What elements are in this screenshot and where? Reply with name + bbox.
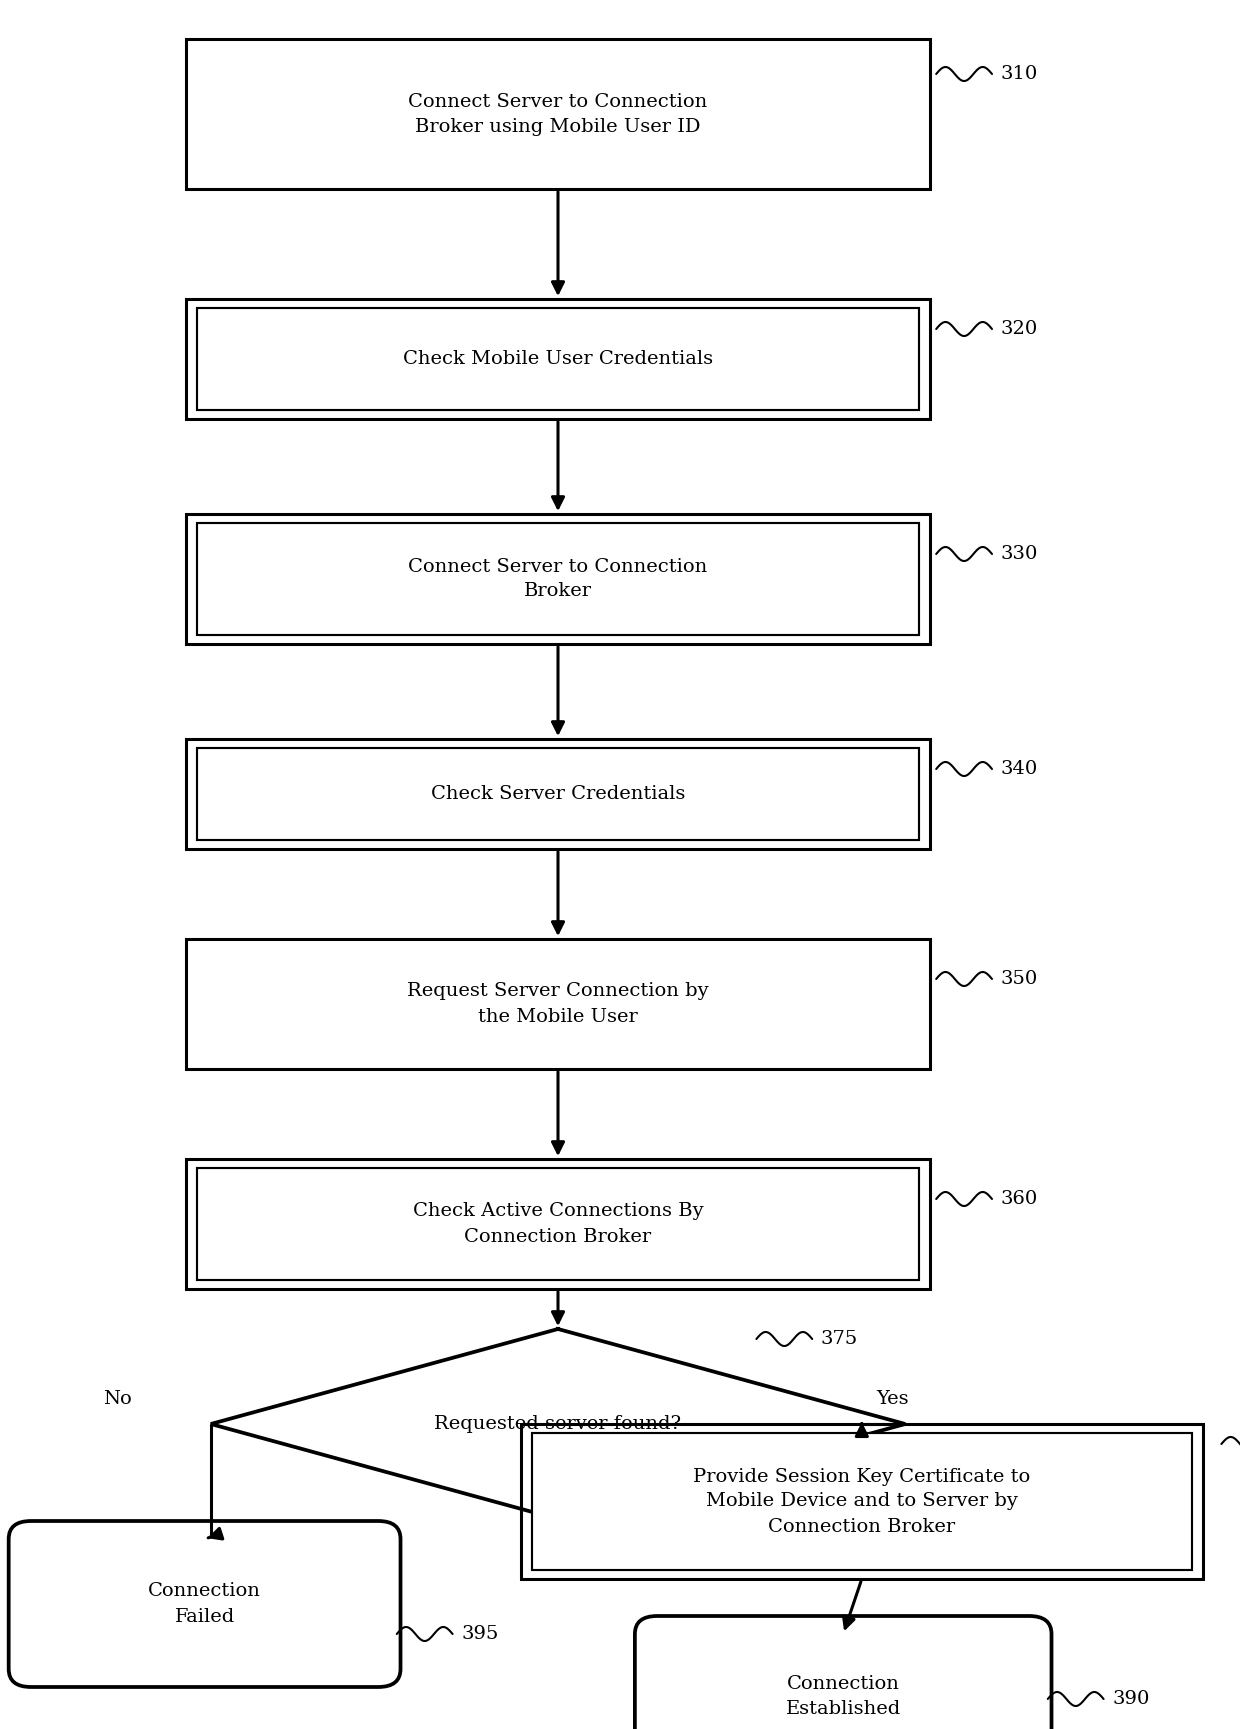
Text: 395: 395 [461, 1625, 498, 1643]
Text: 360: 360 [1001, 1190, 1038, 1209]
Bar [186, 939, 930, 1069]
Text: Connect Server to Connection
Broker: Connect Server to Connection Broker [408, 557, 708, 600]
Text: Connection
Failed: Connection Failed [148, 1582, 262, 1625]
Bar [186, 514, 930, 643]
Text: 310: 310 [1001, 66, 1038, 83]
Text: Check Active Connections By
Connection Broker: Check Active Connections By Connection B… [413, 1202, 703, 1245]
Bar [186, 40, 930, 188]
Text: 350: 350 [1001, 970, 1038, 987]
Text: 375: 375 [821, 1330, 858, 1349]
Text: Provide Session Key Certificate to
Mobile Device and to Server by
Connection Bro: Provide Session Key Certificate to Mobil… [693, 1468, 1030, 1535]
Polygon shape [211, 1330, 905, 1520]
Text: 320: 320 [1001, 320, 1038, 337]
Bar [521, 1425, 1203, 1579]
FancyBboxPatch shape [635, 1617, 1052, 1729]
Text: Connect Server to Connection
Broker using Mobile User ID: Connect Server to Connection Broker usin… [408, 92, 708, 135]
FancyBboxPatch shape [9, 1522, 401, 1688]
Bar [186, 299, 930, 418]
Text: Requested server found?: Requested server found? [434, 1414, 682, 1433]
Text: No: No [103, 1390, 133, 1407]
Bar [197, 749, 919, 840]
Text: 390: 390 [1112, 1689, 1149, 1708]
Text: Check Server Credentials: Check Server Credentials [430, 785, 686, 802]
Bar [197, 308, 919, 410]
Text: Check Mobile User Credentials: Check Mobile User Credentials [403, 349, 713, 368]
Bar [197, 1169, 919, 1279]
Text: 330: 330 [1001, 545, 1038, 564]
Bar [197, 522, 919, 635]
Text: 340: 340 [1001, 761, 1038, 778]
Text: Connection
Established: Connection Established [786, 1675, 900, 1719]
Text: Yes: Yes [877, 1390, 909, 1407]
Bar [532, 1433, 1192, 1570]
Bar [186, 1158, 930, 1290]
Bar [186, 738, 930, 849]
Text: Request Server Connection by
the Mobile User: Request Server Connection by the Mobile … [407, 982, 709, 1025]
